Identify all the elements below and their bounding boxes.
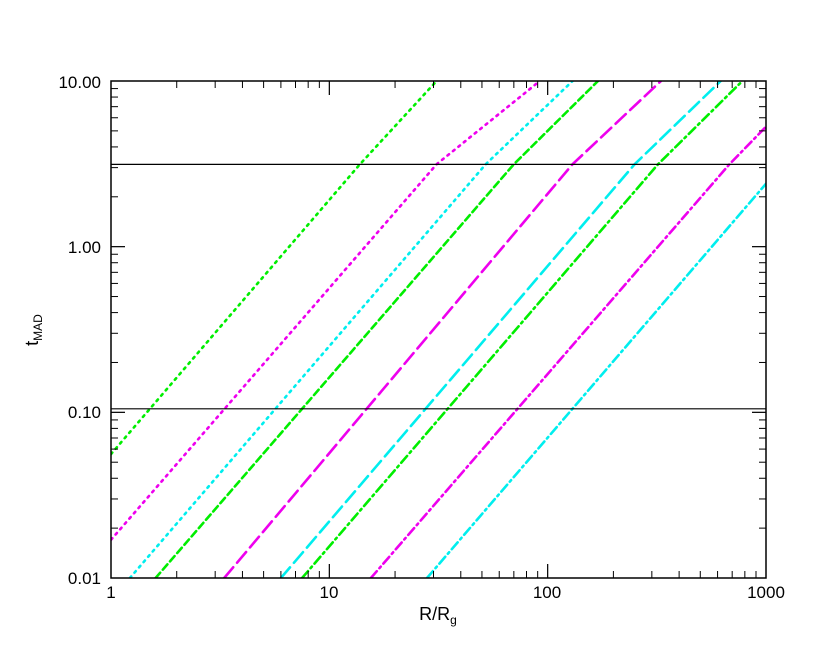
- y-axis-label: tMAD: [22, 314, 45, 346]
- x-tick-label-1: 1: [106, 583, 115, 602]
- axis-ticks: [110, 80, 767, 579]
- series-line-7: [369, 125, 766, 578]
- series-line-1: [111, 81, 542, 542]
- series-line-5: [279, 81, 723, 578]
- series-line-8: [425, 182, 766, 578]
- series-line-2: [128, 81, 574, 578]
- x-tick-label-100: 100: [533, 583, 561, 602]
- y-tick-label-0.01: 0.01: [68, 569, 101, 588]
- y-tick-label-10.00: 10.00: [58, 73, 101, 92]
- y-tick-label-0.10: 0.10: [68, 403, 101, 422]
- reference-lines: [111, 163, 766, 410]
- series-line-4: [222, 81, 663, 578]
- x-tick-label-1000: 1000: [747, 583, 785, 602]
- series-layer: [111, 81, 766, 578]
- plot-frame: [110, 80, 767, 579]
- x-tick-label-10: 10: [320, 583, 339, 602]
- y-tick-label-1.00: 1.00: [68, 238, 101, 257]
- series-line-0: [111, 81, 438, 456]
- x-axis-label: R/Rg: [419, 604, 457, 627]
- series-line-3: [154, 81, 600, 578]
